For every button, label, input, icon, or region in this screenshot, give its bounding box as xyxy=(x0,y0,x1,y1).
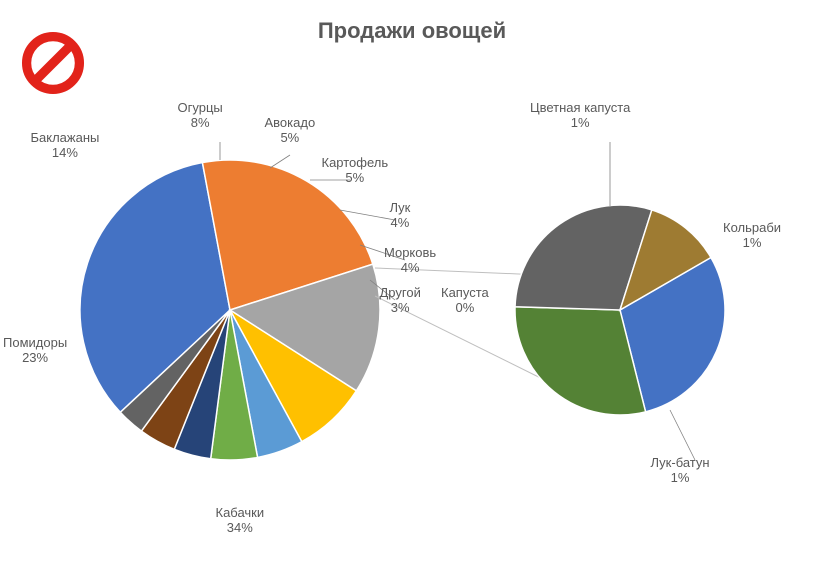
slice-label: Морковь 4% xyxy=(384,245,436,276)
slice-label: Кабачки 34% xyxy=(216,505,265,536)
slice-label: Авокадо 5% xyxy=(265,115,316,146)
slice-label: Помидоры 23% xyxy=(3,335,67,366)
slice-label: Цветная капуста 1% xyxy=(530,100,630,131)
slice-label: Капуста 0% xyxy=(441,285,489,316)
slice-label: Кольраби 1% xyxy=(723,220,781,251)
slice-label: Картофель 5% xyxy=(322,155,389,186)
slice-label: Лук 4% xyxy=(390,200,411,231)
slice-label: Лук-батун 1% xyxy=(651,455,710,486)
slice-label: Баклажаны 14% xyxy=(31,130,100,161)
leader-line xyxy=(270,155,290,168)
leader-line xyxy=(670,410,695,460)
slice-label: Огурцы 8% xyxy=(178,100,223,131)
slice-label: Другой 3% xyxy=(380,285,421,316)
main-pie xyxy=(80,160,380,460)
secondary-pie xyxy=(515,205,725,415)
